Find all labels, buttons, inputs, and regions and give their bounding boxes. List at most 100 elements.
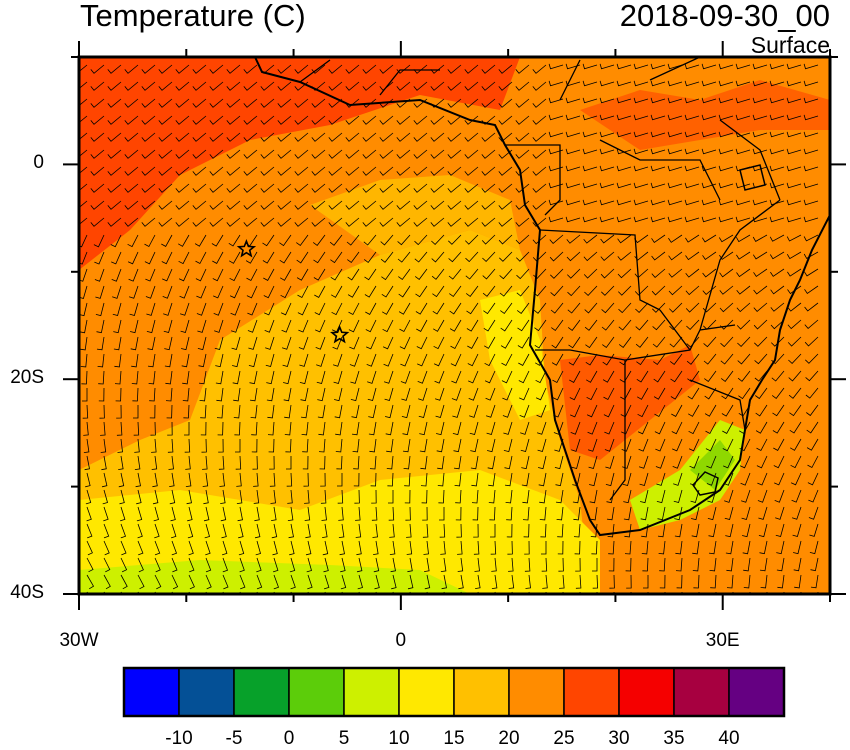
wind-barb [209, 217, 224, 227]
wind-barb [504, 472, 513, 487]
wind-barb [209, 132, 224, 142]
wind-barb [803, 165, 819, 172]
wind-barb [498, 200, 513, 210]
wind-barb [226, 217, 241, 227]
wind-barb [491, 574, 498, 589]
wind-barb [775, 506, 785, 520]
wind-barb [805, 353, 819, 364]
wind-barb [654, 421, 666, 435]
wind-barb [260, 166, 275, 176]
wind-barb [584, 285, 598, 296]
wind-barb [270, 489, 276, 504]
wind-barb [214, 336, 224, 350]
wind-barb [253, 489, 260, 504]
wind-barb [464, 64, 479, 74]
wind-barb [718, 97, 734, 104]
wind-barb [548, 148, 564, 155]
wind-barb [481, 217, 496, 227]
wind-barb [769, 234, 785, 242]
wind-barb [808, 489, 819, 503]
wind-barb [803, 97, 819, 104]
wind-barb [752, 131, 768, 138]
wind-barb [222, 574, 229, 590]
wind-barb [311, 183, 326, 193]
wind-barb [79, 234, 88, 248]
wind-barb [313, 251, 326, 264]
wind-barb [124, 98, 139, 108]
axis-ticks [63, 41, 846, 610]
wind-barb [401, 404, 411, 419]
wind-barb [485, 387, 496, 401]
wind-barb [640, 506, 649, 521]
wind-barb [165, 370, 173, 385]
wind-barb [555, 472, 564, 487]
wind-barb [803, 234, 819, 242]
wind-barb [773, 455, 785, 469]
wind-barb [599, 182, 615, 189]
wind-barb [107, 115, 122, 125]
wind-barb [520, 421, 530, 435]
wind-barb [80, 353, 88, 368]
wind-barb [655, 438, 666, 452]
wind-barb [548, 131, 564, 138]
wind-barb [583, 234, 598, 244]
wind-barb [467, 353, 479, 367]
wind-barb [317, 404, 326, 419]
x-tick-label: 30E [705, 630, 740, 651]
wind-barb [96, 319, 105, 334]
wind-barb [769, 182, 785, 189]
wind-barb [438, 489, 445, 504]
wind-barb [164, 353, 173, 368]
wind-barb [232, 353, 241, 368]
wind-barb [672, 455, 683, 469]
wind-barb [788, 387, 802, 399]
wind-barb [507, 540, 513, 555]
wind-barb [209, 81, 224, 91]
wind-barb [623, 489, 632, 504]
wind-barb [736, 319, 751, 330]
level-label: Surface [750, 32, 830, 58]
wind-barb [396, 166, 411, 176]
wind-barb [287, 489, 293, 504]
wind-barb [294, 149, 309, 159]
wind-barb [502, 387, 513, 401]
wind-barb [735, 199, 751, 206]
wind-barb [769, 251, 785, 260]
wind-barb [328, 217, 343, 227]
wind-barb [453, 438, 462, 453]
wind-barb [420, 455, 428, 470]
wind-barb [806, 404, 819, 417]
wind-barb [98, 387, 105, 402]
wind-barb [499, 268, 513, 280]
wind-barb [116, 421, 123, 436]
plot-title: Temperature (C) [80, 0, 306, 33]
wind-barb [482, 268, 496, 280]
wind-barb [117, 438, 123, 453]
wind-barb [430, 217, 445, 227]
wind-barb [218, 455, 225, 470]
wind-barb [701, 199, 717, 206]
wind-barb [701, 165, 717, 172]
wind-barb [303, 472, 309, 487]
wind-barb [79, 149, 88, 158]
wind-barb [684, 80, 700, 87]
wind-barb [103, 506, 109, 522]
wind-barb [204, 523, 210, 539]
wind-barb [522, 506, 530, 521]
wind-barb [516, 251, 530, 262]
wind-barb [101, 455, 107, 471]
wind-barb [585, 336, 598, 349]
wind-barb [85, 489, 92, 505]
wind-barb [243, 200, 258, 210]
wind-barb [352, 438, 360, 453]
wind-barb [147, 336, 156, 351]
wind-barb [619, 353, 632, 366]
wind-barb [653, 387, 666, 400]
wind-barb [604, 438, 615, 452]
wind-barb [755, 421, 768, 434]
wind-barb [381, 268, 394, 281]
wind-barb [161, 234, 173, 247]
wind-barb [769, 199, 785, 206]
wind-barb [616, 148, 632, 155]
wind-barb [703, 336, 717, 348]
